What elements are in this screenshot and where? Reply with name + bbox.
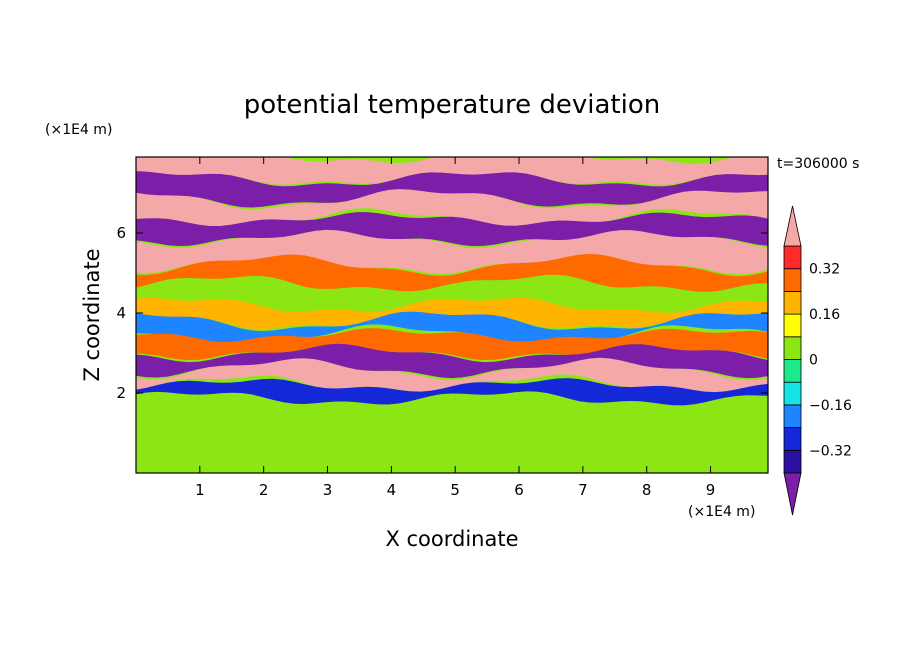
colorbar-box	[783, 381, 802, 406]
y-axis-unit: (×1E4 m)	[45, 122, 112, 138]
x-tick-label: 6	[514, 481, 524, 499]
contour-band	[136, 343, 768, 379]
contour-band	[136, 253, 768, 296]
colorbar-tick-label: 0	[809, 353, 818, 369]
colorbar-box	[783, 245, 802, 270]
x-axis-label: X coordinate	[385, 527, 518, 551]
x-tick-label: 9	[706, 481, 716, 499]
x-tick-label: 3	[323, 481, 333, 499]
colorbar-box	[783, 336, 802, 360]
contour-band	[136, 171, 768, 208]
x-axis-unit: (×1E4 m)	[688, 504, 755, 520]
plot-frame	[135, 156, 769, 474]
colorbar-extend-top	[783, 205, 802, 247]
x-tick-label: 7	[578, 481, 588, 499]
time-label: t=306000 s	[777, 156, 859, 172]
colorbar: −0.32 −0.16 0 0.16 0.32	[783, 205, 852, 516]
x-tick-label: 1	[195, 481, 205, 499]
colorbar-box	[783, 313, 802, 338]
colorbar-box	[783, 404, 802, 428]
contour-band	[136, 278, 768, 312]
colorbar-box	[783, 427, 802, 451]
colorbar-extend-bottom	[783, 472, 802, 516]
contour-field	[136, 157, 768, 473]
x-tick-label: 5	[450, 481, 460, 499]
contour-band	[136, 391, 768, 473]
colorbar-box	[783, 268, 802, 292]
y-tick-label: 4	[116, 304, 126, 322]
colorbar-tick-label: 0.16	[809, 307, 840, 323]
contour-band	[136, 157, 768, 185]
colorbar-tick-label: −0.32	[809, 443, 852, 459]
colorbar-tick-label: −0.16	[809, 398, 852, 414]
y-tick-label: 6	[116, 224, 126, 242]
contour-band	[136, 357, 768, 396]
colorbar-box	[783, 359, 802, 383]
contour-band	[136, 212, 768, 247]
y-axis-label: Z coordinate	[80, 248, 104, 381]
colorbar-tick-label: 0.32	[809, 262, 840, 278]
contour-band	[136, 229, 768, 275]
x-axis: 1 2 3 4 5 6 7 8 9	[195, 157, 715, 499]
x-tick-label: 8	[642, 481, 652, 499]
x-tick-label: 2	[259, 481, 269, 499]
y-tick-label: 2	[116, 384, 126, 402]
colorbar-box	[783, 449, 802, 474]
chart-title: potential temperature deviation	[244, 90, 660, 120]
colorbar-box	[783, 290, 802, 315]
contour-band	[136, 297, 768, 330]
contour-band	[136, 378, 768, 406]
contour-band	[136, 189, 768, 230]
y-axis: 2 4 6	[116, 224, 768, 402]
x-tick-label: 4	[387, 481, 397, 499]
